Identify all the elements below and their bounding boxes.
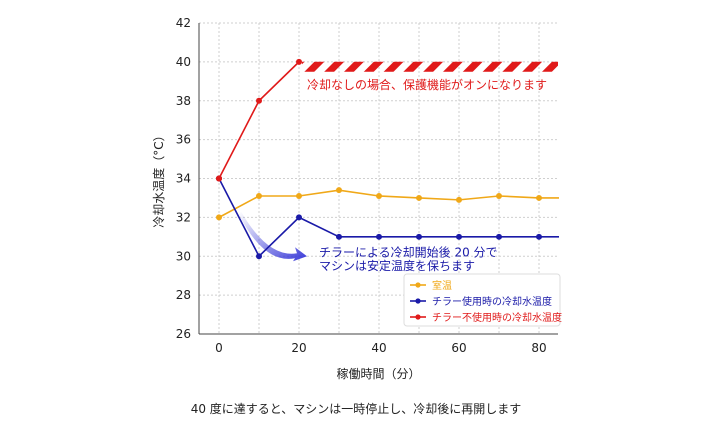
legend-swatch-marker (415, 282, 421, 288)
series-0-point (376, 192, 382, 199)
chart-caption: 40 度に達すると、マシンは一時停止し、冷却後に再開します (190, 402, 522, 416)
annotation-stable_1: チラーによる冷却開始後 20 分で (319, 245, 498, 259)
y-tick-label: 30 (176, 249, 191, 263)
axes (198, 23, 558, 335)
series-2-start-point (216, 175, 222, 182)
y-tick-label: 36 (176, 133, 191, 147)
series-0-point (496, 192, 502, 199)
series-0-point (536, 194, 542, 201)
series-2-point (256, 97, 262, 104)
y-tick-label: 40 (176, 55, 191, 69)
legend-box (403, 273, 561, 327)
x-tick-label: 0 (215, 341, 223, 355)
legend-entry-0: 室温 (432, 279, 452, 292)
series-1-point (536, 233, 542, 240)
legend-swatch-marker (415, 314, 421, 320)
y-tick-label: 28 (176, 288, 191, 302)
y-tick-label: 26 (176, 327, 191, 341)
y-tick-label: 34 (176, 172, 191, 186)
y-tick-label: 38 (176, 94, 191, 108)
x-tick-labels: 0 20 40 60 80 (215, 341, 546, 355)
x-axis-label: 稼働時間（分） (336, 366, 420, 381)
series-1-point (496, 233, 502, 240)
series-1-point (296, 214, 302, 221)
series-2-point (296, 58, 302, 65)
series-1-point (256, 253, 262, 260)
protection-hatched-band (302, 61, 558, 72)
series-lines (216, 58, 559, 260)
y-tick-labels: 26 28 30 32 34 36 38 40 42 (176, 16, 191, 341)
y-axis-label: 冷却水温度（°C） (151, 129, 166, 227)
series-1-point (416, 233, 422, 240)
legend-swatch-marker (415, 298, 421, 304)
series-0-point (416, 194, 422, 201)
series-1-point (376, 233, 382, 240)
series-0-point (336, 187, 342, 194)
series-0-point (456, 196, 462, 203)
annotation-protection: 冷却なしの場合、保護機能がオンになります (307, 77, 547, 92)
legend-entry-2: チラー不使用時の冷却水温度 (432, 311, 562, 324)
legend-entry-1: チラー使用時の冷却水温度 (432, 295, 552, 308)
annotation-stable_2: マシンは安定温度を保ちます (319, 258, 475, 273)
series-0-point (216, 214, 222, 221)
x-tick-label: 20 (291, 341, 306, 355)
y-tick-label: 42 (176, 16, 191, 30)
x-tick-label: 60 (451, 341, 466, 355)
series-line-0 (218, 189, 559, 219)
y-tick-label: 32 (176, 210, 191, 224)
series-0-point (256, 192, 262, 199)
series-1-point (456, 233, 462, 240)
series-0-point (296, 192, 302, 199)
cooling-arrow (239, 211, 307, 262)
x-tick-label: 40 (371, 341, 386, 355)
x-tick-label: 80 (531, 341, 546, 355)
series-line-1 (218, 178, 559, 258)
series-1-point (336, 233, 342, 240)
